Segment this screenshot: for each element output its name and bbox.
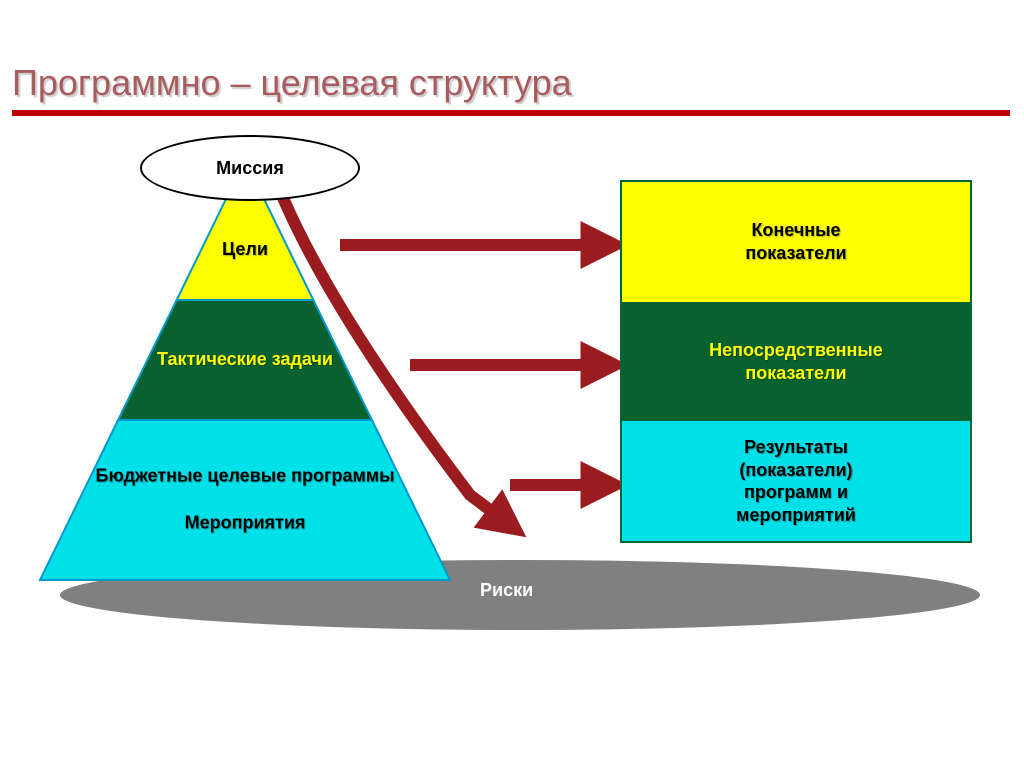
title-underline-bar bbox=[12, 110, 1010, 116]
indicators-panel: КонечныепоказателиНепосредственныепоказа… bbox=[620, 180, 972, 543]
pyramid-label-0: Цели bbox=[222, 239, 268, 259]
diagram-stage: Риски ЦелиТактические задачиБюджетные це… bbox=[20, 130, 1004, 650]
pyramid-label-1: Тактические задачи bbox=[157, 349, 333, 369]
panel-row-2: Результаты(показатели)программ имероприя… bbox=[622, 421, 970, 541]
pyramid-level-2 bbox=[40, 420, 450, 580]
panel-row-1: Непосредственныепоказатели bbox=[622, 302, 970, 422]
page-title: Программно – целевая структура bbox=[12, 62, 572, 104]
title-text: Программно – целевая структура bbox=[12, 62, 572, 103]
mission-ellipse: Миссия bbox=[140, 135, 360, 201]
mission-label: Миссия bbox=[216, 158, 284, 179]
panel-row-0: Конечныепоказатели bbox=[622, 182, 970, 302]
